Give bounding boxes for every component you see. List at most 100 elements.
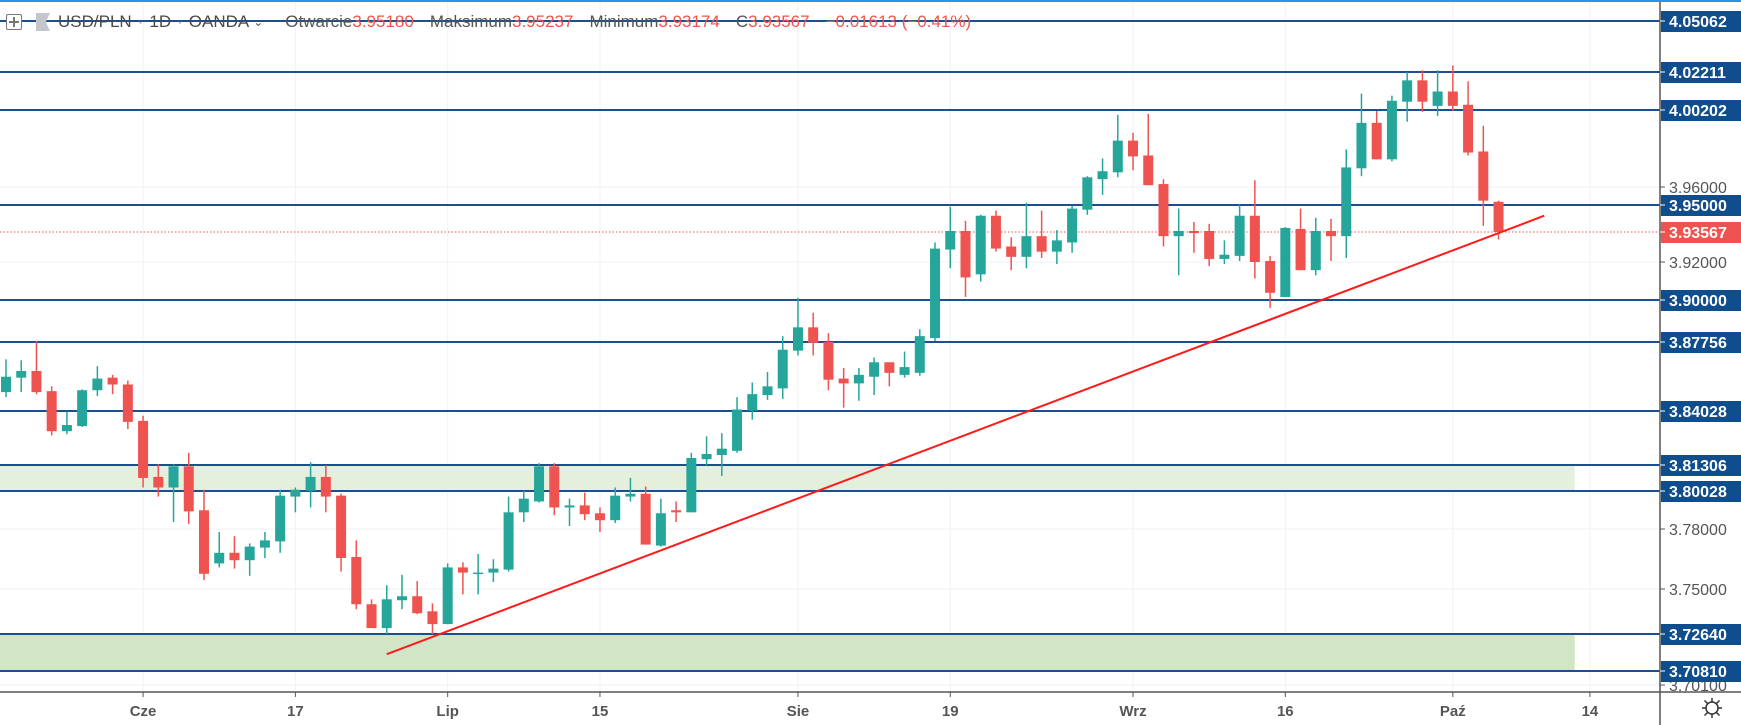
candle[interactable]: [1173, 208, 1184, 276]
candle[interactable]: [1447, 65, 1458, 111]
candle[interactable]: [747, 382, 758, 420]
candle[interactable]: [914, 329, 925, 376]
candle[interactable]: [564, 498, 575, 527]
candle[interactable]: [1082, 176, 1093, 215]
candle[interactable]: [427, 603, 438, 635]
symbol-name[interactable]: USD/PLN: [58, 12, 132, 31]
candle[interactable]: [1067, 205, 1078, 253]
candle[interactable]: [138, 415, 149, 488]
plot-area[interactable]: [0, 0, 1660, 692]
candle[interactable]: [1402, 72, 1413, 122]
candle[interactable]: [762, 371, 773, 400]
candle[interactable]: [1036, 210, 1047, 258]
candle[interactable]: [655, 498, 666, 547]
candle[interactable]: [336, 493, 347, 572]
candle[interactable]: [320, 465, 331, 513]
candle[interactable]: [777, 336, 788, 399]
time-axis[interactable]: Cze 17 Lip 15 Sie 19 Wrz 16 Paź 14: [0, 691, 1741, 725]
candle[interactable]: [716, 433, 727, 476]
candle[interactable]: [31, 340, 42, 395]
candle[interactable]: [168, 464, 179, 523]
candle[interactable]: [838, 368, 849, 408]
candle[interactable]: [46, 386, 57, 436]
candle[interactable]: [1295, 208, 1306, 271]
candle[interactable]: [1021, 202, 1032, 269]
candle[interactable]: [488, 559, 499, 582]
candle[interactable]: [869, 357, 880, 396]
candle[interactable]: [473, 554, 484, 595]
candle[interactable]: [1204, 223, 1215, 267]
candle[interactable]: [1006, 237, 1017, 271]
candle[interactable]: [1386, 95, 1397, 162]
candle[interactable]: [259, 532, 270, 558]
candle[interactable]: [686, 452, 697, 513]
candle[interactable]: [1417, 70, 1428, 112]
candle[interactable]: [153, 464, 164, 497]
candle[interactable]: [107, 374, 118, 395]
candle[interactable]: [351, 540, 362, 610]
candle[interactable]: [975, 214, 986, 282]
candle[interactable]: [16, 360, 27, 393]
candle[interactable]: [640, 486, 651, 545]
candle[interactable]: [1326, 218, 1337, 262]
candle[interactable]: [990, 210, 1001, 252]
candle[interactable]: [214, 532, 225, 568]
candle[interactable]: [366, 599, 377, 629]
candle[interactable]: [229, 536, 240, 569]
candle[interactable]: [305, 462, 316, 508]
candle[interactable]: [381, 585, 392, 635]
candle[interactable]: [671, 501, 682, 523]
candle[interactable]: [1265, 255, 1276, 308]
candle[interactable]: [198, 489, 209, 580]
candle[interactable]: [92, 366, 103, 396]
candle[interactable]: [290, 487, 301, 513]
interval[interactable]: 1D: [149, 12, 172, 31]
trendline[interactable]: [386, 214, 1545, 656]
candle[interactable]: [1234, 204, 1245, 262]
candle[interactable]: [1143, 113, 1154, 186]
candle[interactable]: [518, 490, 529, 523]
candle[interactable]: [930, 242, 941, 341]
plus-square-icon[interactable]: [6, 14, 22, 30]
candle[interactable]: [1, 359, 11, 398]
candle[interactable]: [457, 562, 468, 595]
candle[interactable]: [945, 206, 956, 269]
chevron-down-icon[interactable]: ⌄: [253, 15, 264, 29]
candle[interactable]: [823, 333, 834, 391]
candle[interactable]: [1051, 230, 1062, 265]
candle[interactable]: [884, 362, 895, 387]
candle[interactable]: [610, 487, 621, 524]
candle[interactable]: [1310, 217, 1321, 276]
candle[interactable]: [808, 312, 819, 356]
candle[interactable]: [549, 463, 560, 516]
candle[interactable]: [244, 543, 255, 576]
candle[interactable]: [594, 507, 605, 532]
candle[interactable]: [534, 463, 545, 503]
candle[interactable]: [1249, 180, 1260, 279]
candle[interactable]: [1371, 110, 1382, 160]
candle[interactable]: [701, 436, 712, 466]
candle[interactable]: [1219, 240, 1230, 265]
candle[interactable]: [853, 368, 864, 401]
candle[interactable]: [732, 397, 743, 453]
candle[interactable]: [1463, 81, 1474, 156]
candle[interactable]: [77, 389, 88, 428]
candle[interactable]: [1112, 114, 1123, 178]
flag-icon[interactable]: [36, 13, 50, 31]
candle[interactable]: [625, 477, 636, 502]
gear-icon[interactable]: [1700, 696, 1724, 720]
candle[interactable]: [396, 574, 407, 610]
candle[interactable]: [1356, 93, 1367, 177]
candle[interactable]: [960, 220, 971, 297]
candle[interactable]: [1341, 149, 1352, 258]
candle[interactable]: [61, 411, 72, 435]
candle[interactable]: [1280, 227, 1291, 297]
candle[interactable]: [1128, 132, 1139, 171]
candle[interactable]: [275, 489, 286, 553]
candle[interactable]: [792, 297, 803, 356]
candle[interactable]: [1097, 158, 1108, 195]
candle[interactable]: [1188, 221, 1199, 253]
candle[interactable]: [183, 452, 194, 524]
candle[interactable]: [1158, 179, 1169, 247]
